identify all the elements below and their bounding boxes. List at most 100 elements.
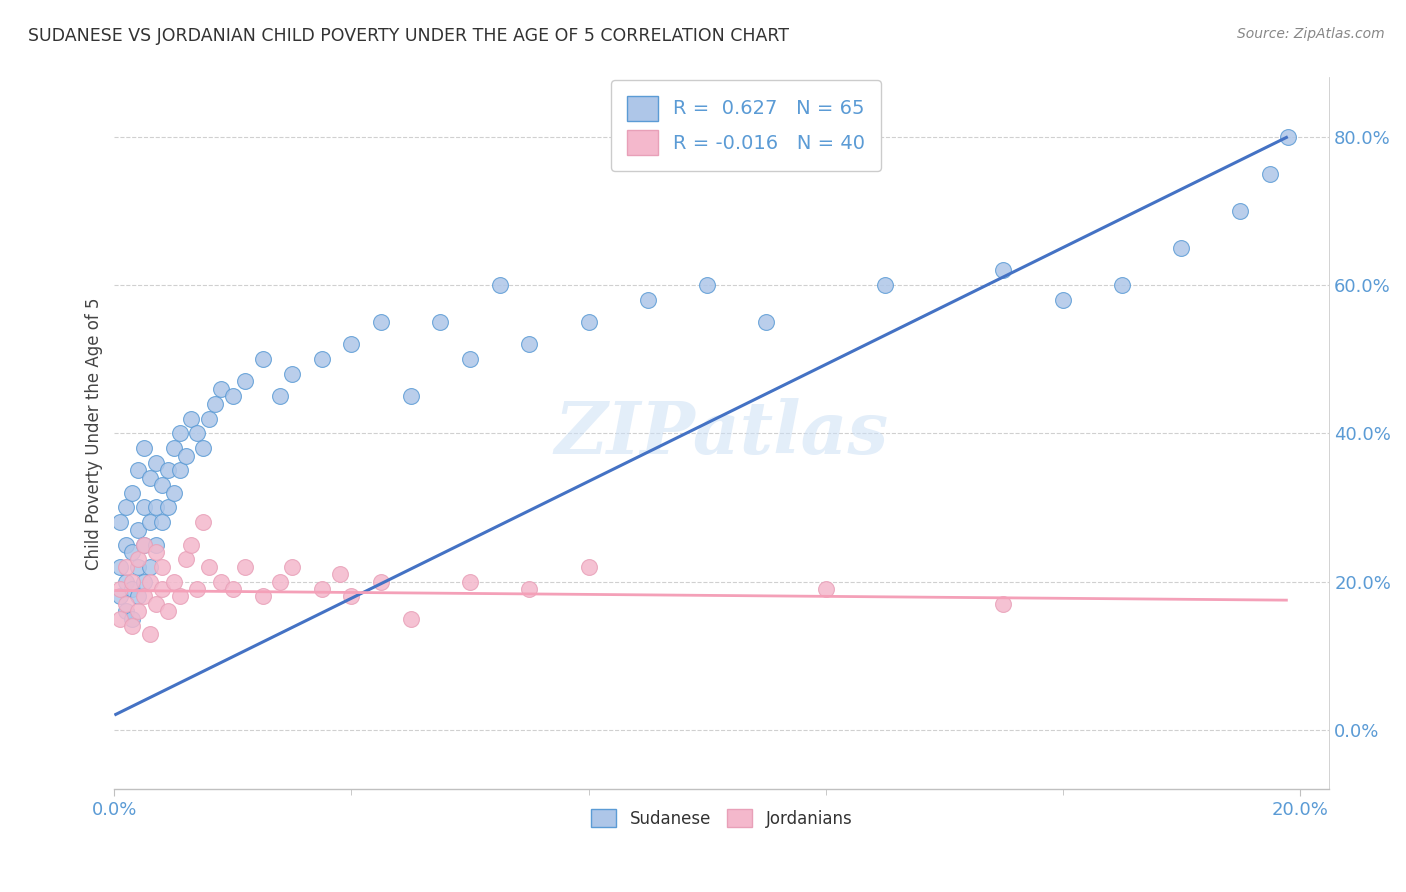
- Point: [281, 367, 304, 381]
- Point: [399, 612, 422, 626]
- Point: [370, 315, 392, 329]
- Point: [458, 352, 481, 367]
- Point: [110, 612, 132, 626]
- Text: ZIPatlas: ZIPatlas: [555, 398, 889, 469]
- Point: [517, 337, 540, 351]
- Point: [269, 574, 291, 589]
- Point: [169, 590, 191, 604]
- Point: [269, 389, 291, 403]
- Point: [132, 574, 155, 589]
- Point: [429, 315, 451, 329]
- Point: [252, 590, 274, 604]
- Point: [209, 382, 232, 396]
- Point: [127, 552, 149, 566]
- Point: [127, 604, 149, 618]
- Point: [132, 590, 155, 604]
- Point: [180, 537, 202, 551]
- Point: [121, 582, 143, 596]
- Point: [110, 590, 132, 604]
- Point: [150, 516, 173, 530]
- Point: [186, 426, 208, 441]
- Point: [399, 389, 422, 403]
- Point: [458, 574, 481, 589]
- Point: [115, 574, 138, 589]
- Point: [110, 516, 132, 530]
- Text: Source: ZipAtlas.com: Source: ZipAtlas.com: [1237, 27, 1385, 41]
- Point: [132, 441, 155, 455]
- Point: [204, 397, 226, 411]
- Point: [145, 537, 167, 551]
- Point: [121, 485, 143, 500]
- Point: [163, 574, 186, 589]
- Point: [488, 278, 510, 293]
- Point: [132, 500, 155, 515]
- Point: [115, 597, 138, 611]
- Point: [873, 278, 896, 293]
- Point: [145, 545, 167, 559]
- Point: [329, 567, 352, 582]
- Point: [121, 574, 143, 589]
- Point: [281, 559, 304, 574]
- Point: [1258, 167, 1281, 181]
- Point: [1111, 278, 1133, 293]
- Point: [174, 552, 197, 566]
- Point: [755, 315, 778, 329]
- Point: [115, 537, 138, 551]
- Point: [340, 337, 363, 351]
- Point: [150, 559, 173, 574]
- Point: [1052, 293, 1074, 307]
- Point: [1229, 203, 1251, 218]
- Point: [174, 449, 197, 463]
- Point: [222, 389, 245, 403]
- Point: [233, 559, 256, 574]
- Y-axis label: Child Poverty Under the Age of 5: Child Poverty Under the Age of 5: [86, 297, 103, 570]
- Point: [139, 516, 162, 530]
- Point: [145, 456, 167, 470]
- Point: [127, 559, 149, 574]
- Point: [145, 597, 167, 611]
- Point: [209, 574, 232, 589]
- Point: [193, 516, 215, 530]
- Point: [110, 559, 132, 574]
- Point: [139, 626, 162, 640]
- Point: [993, 597, 1015, 611]
- Point: [517, 582, 540, 596]
- Point: [1277, 129, 1299, 144]
- Point: [252, 352, 274, 367]
- Point: [145, 500, 167, 515]
- Point: [222, 582, 245, 596]
- Legend: Sudanese, Jordanians: Sudanese, Jordanians: [585, 802, 859, 834]
- Point: [169, 426, 191, 441]
- Point: [115, 559, 138, 574]
- Point: [121, 619, 143, 633]
- Text: SUDANESE VS JORDANIAN CHILD POVERTY UNDER THE AGE OF 5 CORRELATION CHART: SUDANESE VS JORDANIAN CHILD POVERTY UNDE…: [28, 27, 789, 45]
- Point: [696, 278, 718, 293]
- Point: [115, 500, 138, 515]
- Point: [163, 485, 186, 500]
- Point: [121, 612, 143, 626]
- Point: [150, 582, 173, 596]
- Point: [139, 574, 162, 589]
- Point: [139, 559, 162, 574]
- Point: [233, 375, 256, 389]
- Point: [186, 582, 208, 596]
- Point: [198, 411, 221, 425]
- Point: [993, 263, 1015, 277]
- Point: [311, 582, 333, 596]
- Point: [127, 590, 149, 604]
- Point: [578, 559, 600, 574]
- Point: [156, 604, 179, 618]
- Point: [156, 463, 179, 477]
- Point: [340, 590, 363, 604]
- Point: [637, 293, 659, 307]
- Point: [1170, 241, 1192, 255]
- Point: [311, 352, 333, 367]
- Point: [132, 537, 155, 551]
- Point: [110, 582, 132, 596]
- Point: [180, 411, 202, 425]
- Point: [132, 537, 155, 551]
- Point: [139, 471, 162, 485]
- Point: [193, 441, 215, 455]
- Point: [169, 463, 191, 477]
- Point: [814, 582, 837, 596]
